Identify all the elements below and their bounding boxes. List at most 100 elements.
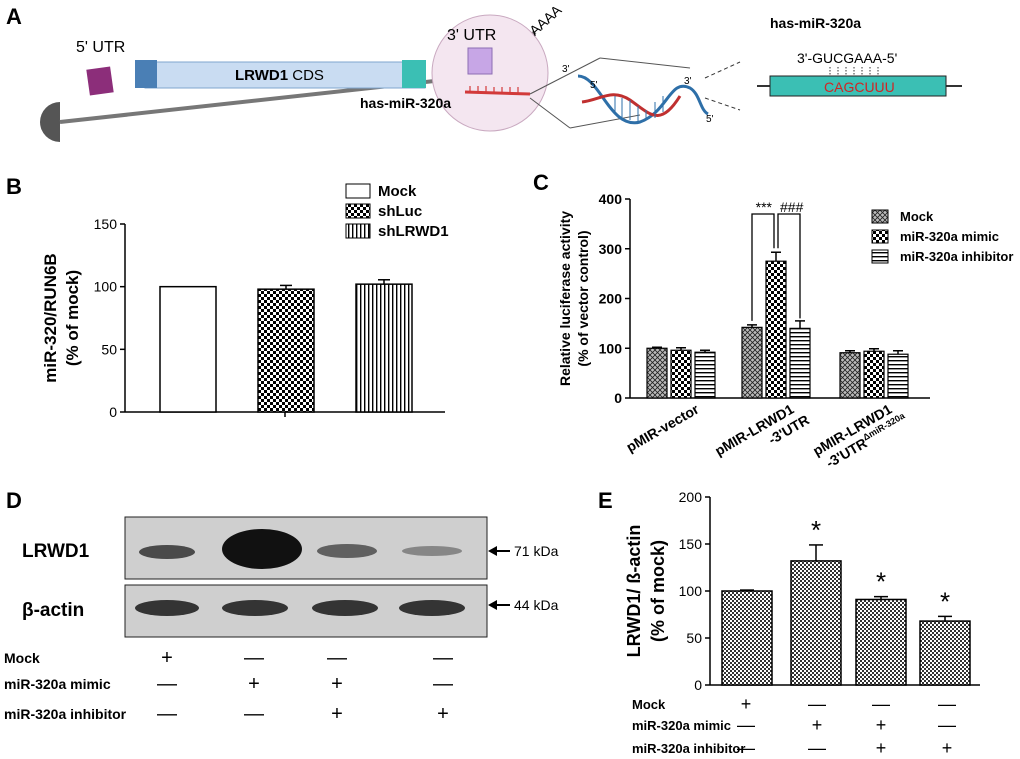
bar: [646, 347, 668, 399]
panel-letter-d: D: [6, 488, 22, 513]
zoom-box-top: [599, 57, 691, 69]
y-axis-label-line1: Relative luciferase activity: [557, 211, 573, 386]
y-tick-label: 100: [679, 583, 703, 599]
sig-bracket-2: [777, 213, 801, 319]
minus-sign: —: [872, 694, 890, 714]
treatment-table-d: Mock + — — — miR-320a mimic — + + — miR-320a inhib…: [4, 647, 453, 725]
y-axis-label-line1: LRWD1/ ß-actin: [624, 525, 644, 658]
legend-label: Mock: [378, 183, 417, 200]
cds-suffix: CDS: [288, 67, 324, 84]
target-sequence: CAGCUUU: [824, 79, 895, 95]
band-actin-3: [312, 600, 378, 616]
utr3-label: 3' UTR: [447, 27, 496, 44]
target-title: has-miR-320a: [770, 15, 861, 31]
chart-c: 0 100 200 300 400 Relative luciferase activit…: [557, 191, 1013, 474]
helix-end-5a: 5': [590, 80, 598, 91]
bar: [789, 327, 811, 399]
target-zoom-bottom: [704, 97, 741, 111]
legend-label: Mock: [900, 209, 934, 224]
treatment-row-label: miR-320a inhibitor: [632, 741, 745, 756]
panel-b: B 0 50 100 150 miR-320/RUN6B (% of mock) Mock s…: [6, 174, 449, 420]
treatment-row-label: Mock: [4, 650, 40, 666]
sig-label-2: ###: [780, 199, 804, 215]
panel-a: A 5' UTR LRWD1 CDS 3' UTR AAAA has-miR-3…: [6, 1, 962, 142]
minus-sign: —: [938, 694, 956, 714]
category-label: pMIR-LRWD1-3'UTR: [712, 397, 812, 474]
bar: [721, 590, 773, 686]
significance-star: *: [811, 515, 821, 545]
plus-sign: +: [876, 715, 887, 735]
y-axis-label: Relative luciferase activity (% of vector…: [557, 211, 591, 386]
y-tick-label: 200: [599, 291, 623, 307]
y-tick-label: 150: [679, 536, 703, 552]
zoom-line-top: [529, 57, 601, 95]
y-tick-label: 100: [94, 279, 118, 295]
cds-gene: LRWD1: [235, 67, 288, 84]
bar: [919, 620, 971, 686]
panel-d: D LRWD1 β-actin 71 kDa 44 kDa Mock + — — — mi…: [4, 488, 559, 725]
y-tick-label: 400: [599, 191, 623, 207]
legend-swatch: [871, 249, 889, 264]
bar-shluc: [257, 288, 315, 413]
category-label: pMIR-vector: [623, 400, 702, 455]
arrowhead-actin: [488, 600, 497, 610]
panel-c: C 0 100 200 300 400 Relative luciferase activ…: [533, 170, 1013, 474]
helix-end-3a: 3': [562, 64, 570, 75]
helix-end-5b: 5': [706, 114, 714, 125]
y-tick-label: 50: [686, 630, 702, 646]
cds-start: [135, 60, 157, 88]
y-tick-label: 0: [109, 404, 117, 420]
mirna-ticks: [469, 86, 519, 93]
bar: [670, 349, 692, 399]
treatment-row-label: Mock: [632, 697, 666, 712]
plus-sign: +: [942, 738, 953, 758]
bar: [839, 352, 861, 399]
y-tick-label: 300: [599, 241, 623, 257]
zoom-box-bottom: [569, 114, 641, 129]
blot-label-lrwd1: LRWD1: [22, 541, 90, 562]
panel-letter-c: C: [533, 170, 549, 195]
sig-label-1: ***: [756, 199, 773, 215]
treatment-row-label: miR-320a mimic: [632, 718, 731, 733]
legend-label: miR-320a inhibitor: [900, 249, 1013, 264]
bar-mock: [159, 285, 217, 413]
y-tick-label: 150: [94, 216, 118, 232]
minus-sign: —: [433, 647, 453, 669]
plus-sign: +: [741, 694, 752, 714]
legend-swatch: [345, 223, 371, 239]
utr5-label: 5' UTR: [76, 39, 125, 56]
cds-label: LRWD1 CDS: [235, 67, 324, 84]
y-axis-label-line2: (% of mock): [648, 540, 668, 642]
legend-swatch: [871, 209, 889, 224]
arrowhead-lrwd1: [488, 546, 497, 556]
panel-letter-a: A: [6, 4, 22, 29]
y-axis-label-line2: (% of vector control): [575, 230, 591, 366]
chart-b: 0 50 100 150 miR-320/RUN6B (% of mock) Mock shL…: [41, 183, 449, 420]
chart-e: 0 50 100 150 200 LRWD1/ ß-actin (% of mock) * * *: [624, 489, 980, 693]
helix-end-3b: 3': [684, 76, 692, 87]
y-tick-label: 0: [694, 677, 702, 693]
plus-sign: +: [876, 738, 887, 758]
polya-label: AAAA: [526, 1, 565, 38]
bar: [790, 560, 842, 686]
plus-sign: +: [248, 673, 260, 695]
category-line1: pMIR-vector: [623, 400, 702, 455]
y-axis-label-line2: (% of mock): [63, 270, 82, 366]
band-lrwd1-4: [402, 546, 462, 556]
plus-sign: +: [812, 715, 823, 735]
band-actin-4: [399, 600, 465, 616]
significance-star: *: [876, 567, 886, 597]
minus-sign: —: [327, 647, 347, 669]
plus-sign: +: [331, 703, 343, 725]
y-axis-label: LRWD1/ ß-actin (% of mock): [624, 525, 668, 658]
legend-label: shLRWD1: [378, 223, 449, 240]
bar: [741, 326, 763, 399]
significance-star: *: [940, 586, 950, 616]
panel-e: E 0 50 100 150 200 LRWD1/ ß-actin (% of mock) *…: [598, 488, 980, 758]
y-tick-label: 100: [599, 340, 623, 356]
mirna-label: has-miR-320a: [360, 95, 451, 111]
utr3-box: [467, 47, 493, 75]
cap-icon: [40, 102, 60, 142]
sig-bracket-1: [751, 213, 775, 321]
y-axis-label: miR-320/RUN6B (% of mock): [41, 253, 82, 382]
